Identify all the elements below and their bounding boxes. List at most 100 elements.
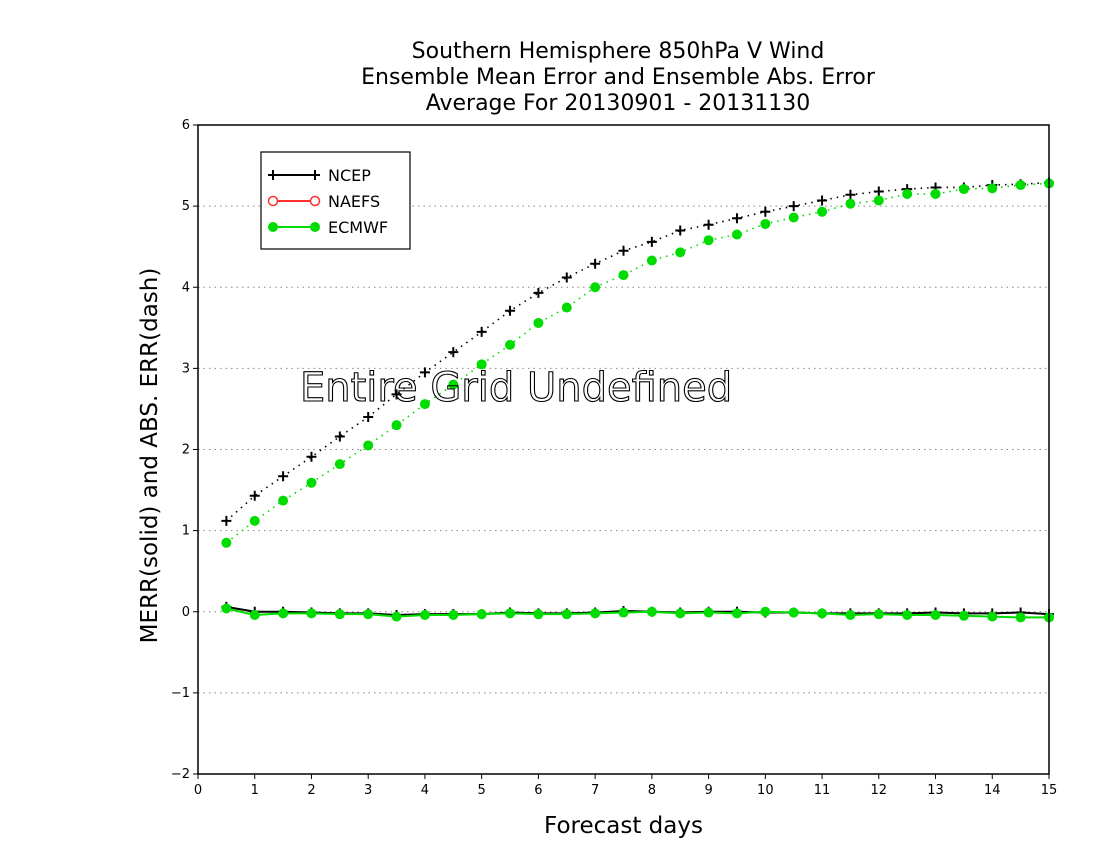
x-tick-label: 8: [648, 783, 656, 798]
ecmwf-mean-error-point: [391, 611, 402, 622]
ecmwf-abs-error-point: [731, 229, 742, 240]
ecmwf-mean-error-point: [419, 609, 430, 620]
ecmwf-mean-error-point: [703, 607, 714, 618]
legend-marker-ecmwf: [310, 222, 320, 232]
ecmwf-mean-error-point: [987, 611, 998, 622]
ncep-abs-error-point: [419, 367, 430, 378]
x-axis-label: Forecast days: [544, 813, 703, 839]
legend-label-ecmwf: ECMWF: [328, 218, 388, 237]
ecmwf-mean-error-point: [788, 607, 799, 618]
legend-marker-ncep: [268, 170, 278, 180]
legend-label-naefs: NAEFS: [328, 192, 380, 211]
y-axis-label: MERR(solid) and ABS. ERR(dash): [137, 268, 163, 644]
ecmwf-mean-error-point: [618, 607, 629, 618]
ecmwf-mean-error-point: [334, 609, 345, 620]
ecmwf-abs-error-point: [987, 183, 998, 194]
ncep-abs-error-point: [618, 245, 629, 256]
ecmwf-abs-error-point: [476, 359, 487, 370]
ecmwf-abs-error-point: [590, 282, 601, 293]
ncep-abs-error-line: [225, 181, 1050, 522]
ecmwf-abs-error-point: [817, 206, 828, 217]
ncep-abs-error-point: [646, 236, 657, 247]
ecmwf-mean-error-point: [873, 609, 884, 620]
title-line-2: Ensemble Mean Error and Ensemble Abs. Er…: [361, 65, 876, 90]
ncep-abs-error-point: [703, 219, 714, 230]
ncep-abs-error-point: [476, 326, 487, 337]
ncep-abs-error-point: [590, 258, 601, 269]
legend-marker-ncep: [310, 170, 320, 180]
ecmwf-abs-error-point: [958, 184, 969, 195]
ecmwf-mean-error-point: [590, 608, 601, 619]
ecmwf-mean-error-point: [306, 608, 317, 619]
ecmwf-mean-error-point: [533, 609, 544, 620]
ecmwf-abs-error-point: [930, 188, 941, 199]
legend-label-ncep: NCEP: [328, 166, 371, 185]
y-tick-label: 2: [182, 443, 190, 458]
ecmwf-abs-error-point: [618, 270, 629, 281]
legend-marker-ecmwf: [268, 222, 278, 232]
ncep-abs-error-point: [448, 347, 459, 358]
ecmwf-abs-error-point: [278, 495, 289, 506]
y-tick-label: 4: [182, 280, 190, 295]
ecmwf-abs-error-point: [675, 247, 686, 258]
y-tick-label: −2: [171, 767, 190, 782]
ncep-abs-error-point: [817, 195, 828, 206]
ecmwf-abs-error-point: [306, 477, 317, 488]
x-tick-label: 7: [591, 783, 599, 798]
ecmwf-abs-error-point: [448, 379, 459, 390]
ncep-abs-error-point: [845, 189, 856, 200]
x-tick-label: 4: [421, 783, 429, 798]
y-tick-label: 0: [182, 605, 190, 620]
ecmwf-mean-error-point: [760, 606, 771, 617]
series-layer: [221, 177, 1054, 623]
y-tick-label: 6: [182, 118, 190, 133]
ecmwf-mean-error-point: [476, 609, 487, 620]
grid-annotation: Entire Grid Undefined: [300, 365, 732, 411]
ecmwf-abs-error-point: [363, 440, 374, 451]
ecmwf-abs-error-point: [845, 198, 856, 209]
y-tick-label: −1: [171, 686, 190, 701]
ecmwf-abs-error-point: [873, 195, 884, 206]
ecmwf-abs-error-point: [221, 537, 232, 548]
ecmwf-mean-error-point: [817, 608, 828, 619]
ecmwf-mean-error-point: [902, 609, 913, 620]
y-tick-label: 3: [182, 361, 190, 376]
x-tick-label: 10: [757, 783, 774, 798]
ecmwf-mean-error-point: [505, 608, 516, 619]
ecmwf-abs-error-point: [646, 255, 657, 266]
ncep-abs-error-point: [306, 451, 317, 462]
legend: NCEP NAEFS ECMWF: [260, 151, 411, 250]
y-tick-label: 1: [182, 524, 190, 539]
ncep-abs-error-point: [731, 213, 742, 224]
ecmwf-mean-error-point: [958, 610, 969, 621]
x-tick-label: 1: [251, 783, 259, 798]
ecmwf-mean-error-point: [845, 609, 856, 620]
ecmwf-mean-error-point: [930, 609, 941, 620]
title-line-1: Southern Hemisphere 850hPa V Wind: [412, 39, 825, 64]
ncep-abs-error-point: [505, 305, 516, 316]
ecmwf-abs-error-point: [1015, 180, 1026, 191]
ecmwf-mean-error-point: [561, 609, 572, 620]
ecmwf-abs-error-point: [902, 188, 913, 199]
x-tick-label: 14: [984, 783, 1001, 798]
x-tick-label: 0: [194, 783, 202, 798]
legend-marker-naefs: [309, 195, 321, 207]
ncep-abs-error-point: [363, 412, 374, 423]
ecmwf-abs-error-point: [419, 399, 430, 410]
x-tick-label: 9: [704, 783, 712, 798]
ecmwf-abs-error-point: [533, 317, 544, 328]
ncep-abs-error-point: [221, 515, 232, 526]
x-tick-label: 5: [478, 783, 486, 798]
x-tick-label: 13: [927, 783, 944, 798]
ecmwf-abs-error-point: [703, 235, 714, 246]
ecmwf-abs-error-point: [391, 420, 402, 431]
chart-title: Southern Hemisphere 850hPa V WindEnsembl…: [361, 39, 876, 116]
ecmwf-abs-error-point: [561, 302, 572, 313]
ecmwf-abs-error-point: [760, 218, 771, 229]
ncep-abs-error-point: [391, 389, 402, 400]
ncep-abs-error-point: [533, 287, 544, 298]
title-line-3: Average For 20130901 - 20131130: [426, 91, 811, 116]
ecmwf-mean-error-point: [278, 608, 289, 619]
